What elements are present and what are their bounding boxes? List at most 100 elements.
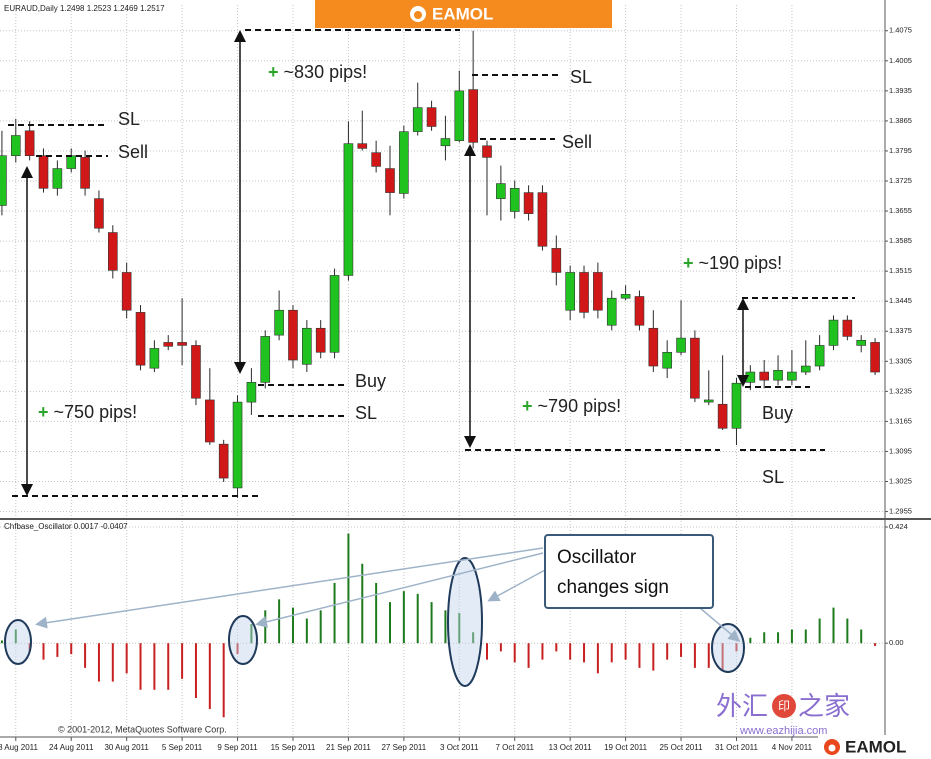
y-tick-label: 1.4005 [889,56,912,65]
candle-body [426,107,437,127]
y-tick-label: 1.3515 [889,266,912,275]
candle-body [440,138,451,147]
y-tick-label: 0.424 [889,522,908,531]
annotation-sign: + [268,62,279,82]
annotation: + ~750 pips! [38,402,137,422]
annotation-text: ~830 pips! [284,62,368,82]
candle-body [163,342,174,347]
logo-text: EAMOL [432,4,493,23]
y-tick-label: 1.3375 [889,326,912,335]
chart-title: Chfbase_Oscillator 0.0017 -0.0407 [4,522,128,531]
candle-body [773,370,783,381]
candle-body [482,145,492,158]
candle-body [260,336,271,383]
x-tick-label: 13 Oct 2011 [549,743,593,752]
candle-body [412,107,423,132]
pointer [487,569,546,602]
candle-body [302,327,312,365]
logo-text: EAMOL [845,737,906,756]
candle-body [690,337,700,399]
candle-body [357,143,368,149]
plot-area: 18 Aug 2011 24 Aug 2011 30 Aug 2011 5 Sep 2… [0,5,885,752]
pointer [255,552,544,628]
logo-banner [315,0,612,28]
y-tick-label: 1.2955 [889,507,912,516]
annotation: SL [570,67,592,87]
candle-body [246,382,257,403]
candle-body [385,168,395,193]
annotation: SL [355,403,377,423]
logo-icon [414,11,422,19]
annotation-text: ~790 pips! [538,396,622,416]
watermark: 外汇 印 之家 www.eazhijia.com [716,691,850,737]
candle-body [537,192,548,247]
annotation: Sell [118,142,148,162]
seal-text: 印 [778,699,790,713]
candle-body [606,297,617,326]
annotation-sign: + [683,253,694,273]
candle-body [218,443,229,479]
x-tick-label: 3 Oct 2011 [440,743,479,752]
y-tick-label: 1.3585 [889,236,912,245]
x-tick-label: 27 Sep 2011 [381,743,426,752]
candle-body [205,399,215,443]
x-tick-label: 25 Oct 2011 [660,743,704,752]
candle-body [620,294,631,299]
candle-body [94,198,104,229]
pointer [35,547,544,629]
y-tick-label: 1.3725 [889,176,912,185]
candle-body [135,312,146,366]
candle-body [648,327,659,367]
candle-body [0,155,7,206]
annotation: SL [762,467,784,487]
annotation-lines [8,29,855,497]
candle-body [870,342,880,373]
y-tick-label: 1.3235 [889,386,912,395]
annotation-text: ~750 pips! [54,402,138,422]
x-tick-label: 15 Sep 2011 [271,743,316,752]
x-tick-label: 31 Oct 2011 [715,743,759,752]
annotation-sign: + [522,396,533,416]
seal [772,694,796,718]
symbol-info: EURAUD,Daily 1.2498 1.2523 1.2469 1.2517 [4,4,165,13]
y-tick-label: 0.00 [889,638,904,647]
y-tick-label: 1.3165 [889,416,912,425]
annotation: Sell [562,132,592,152]
x-tick-label: 5 Sep 2011 [162,743,203,752]
candle-body [496,183,506,199]
candle-body [523,192,534,214]
candle-body [274,309,284,336]
candle-body [454,90,465,141]
candle-body [565,272,575,311]
y-tick-label: 1.3095 [889,446,912,455]
candle-body [745,371,756,383]
candle-body [177,342,187,346]
y-tick-label: 1.3025 [889,476,912,485]
candle-body [509,188,520,212]
annotation-sign: + [38,402,49,422]
candle-body [731,382,742,429]
candle-body [842,319,853,337]
candle-body [121,272,132,311]
highlight-ellipse [4,619,32,665]
candle-body [787,371,797,381]
x-tick-label: 24 Aug 2011 [49,743,94,752]
candle-body [800,365,811,373]
candle-body [717,403,728,429]
candle-body [551,248,562,273]
x-tick-label: 18 Aug 2011 [0,743,39,752]
candle-body [634,296,645,326]
callout-text: Oscillator [557,547,637,568]
annotation: Buy [355,371,386,391]
y-tick-label: 1.3445 [889,296,912,305]
callout-box [544,534,714,609]
pointer [699,607,741,642]
callout-text: changes sign [557,577,669,598]
candle-body [371,152,381,167]
watermark-text: 之家 [798,691,850,721]
candle-body [703,399,714,403]
x-tick-label: 19 Oct 2011 [604,743,648,752]
candle-body [315,327,326,353]
candle-body [10,135,21,156]
